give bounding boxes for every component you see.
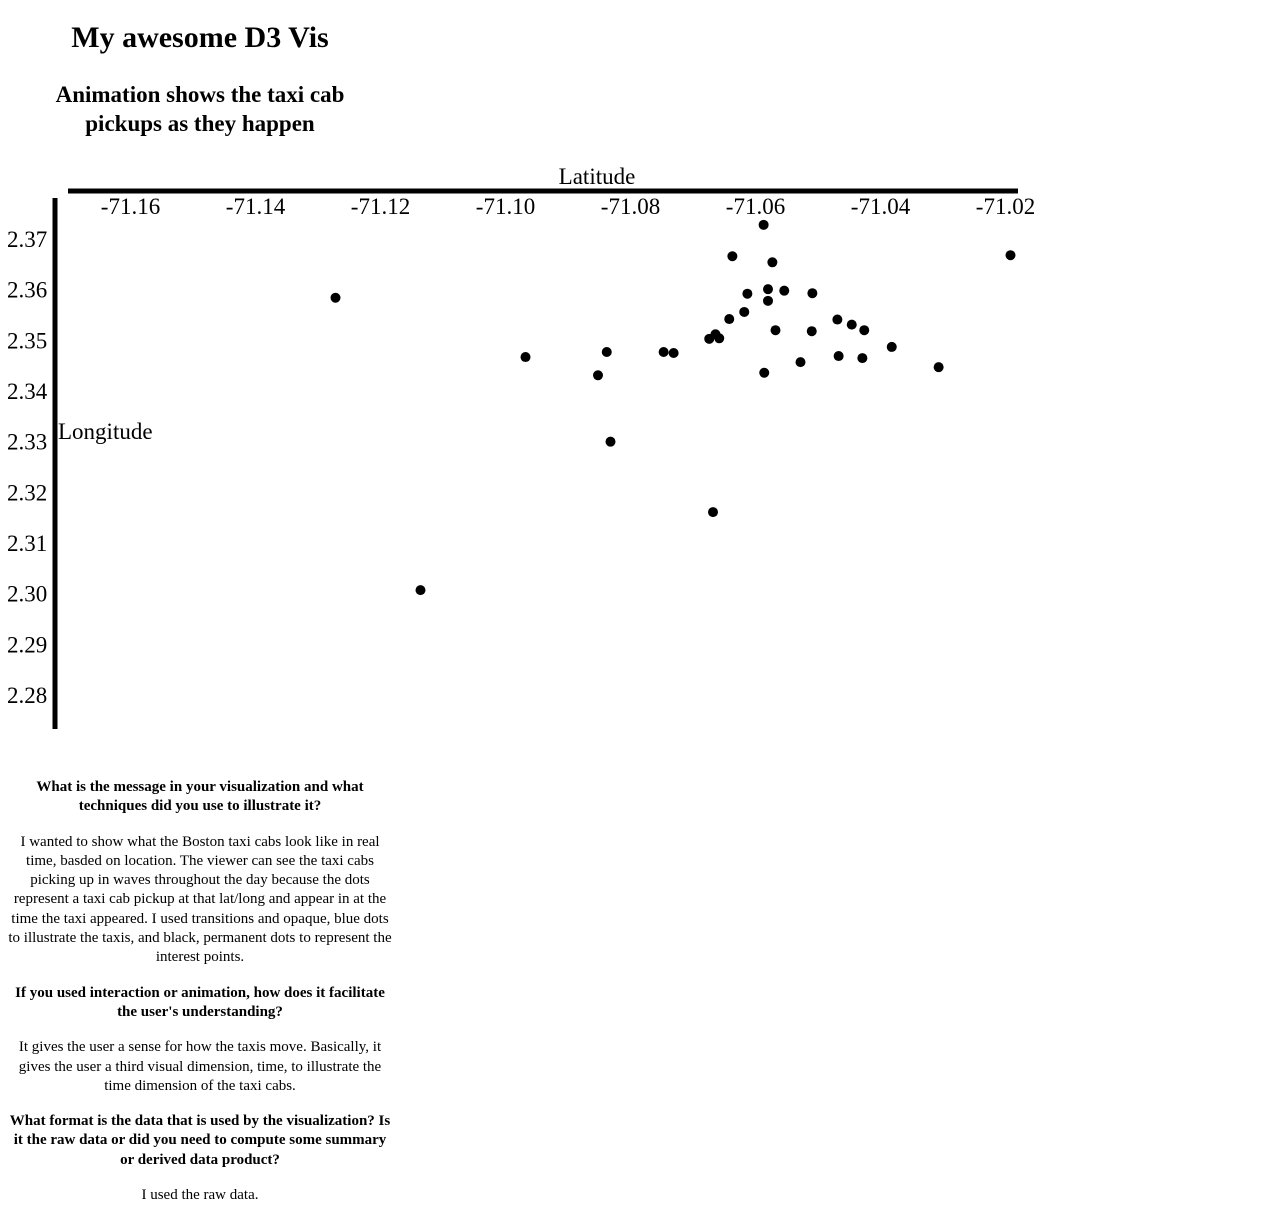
taxi-pickup-point [859,325,870,336]
y-tick-label: 2.29 [7,632,47,657]
x-tick-label: -71.08 [601,194,660,219]
y-tick-label: 2.33 [7,430,47,455]
x-tick-label: -71.14 [226,194,286,219]
writeup-section: What is the message in your visualizatio… [6,778,394,1221]
taxi-pickup-point [767,257,778,268]
x-tick-label: -71.10 [476,194,535,219]
x-tick-label: -71.06 [726,194,785,219]
taxi-pickup-point [806,326,817,337]
taxi-pickup-point [739,306,750,317]
y-tick-label: 2.30 [7,582,47,607]
taxi-pickup-point [933,362,944,373]
taxi-pickup-point [758,219,769,230]
taxi-pickup-point [601,346,612,357]
y-tick-label: 2.34 [7,379,48,404]
taxi-pickup-point [714,333,725,344]
taxi-pickup-point [857,353,868,364]
y-tick-labels: 2.37 2.36 2.35 2.34 2.33 2.32 2.31 2.30 2.29 2.28 [7,227,48,708]
taxi-pickup-point [832,314,843,325]
question-3: What format is the data that is used by … [9,1113,391,1168]
y-tick-label: 2.32 [7,480,47,505]
page-subtitle: Animation shows the taxi cab pickups as … [20,80,380,138]
taxi-pickup-point [886,341,897,352]
taxi-pickup-point [807,288,818,299]
question-2: If you used interaction or animation, ho… [15,984,385,1020]
x-tick-label: -71.04 [851,194,911,219]
taxi-pickup-point [779,285,790,296]
taxi-pickup-point [846,319,857,330]
taxi-pickup-point [415,585,426,596]
data-points [330,219,1016,596]
taxi-pickup-point [658,346,669,357]
page-title: My awesome D3 Vis [71,21,329,54]
subtitle-line-1: Animation shows the taxi cab [55,82,345,107]
question-1: What is the message in your visualizatio… [36,779,364,815]
taxi-pickup-point [520,352,531,363]
x-tick-label: -71.12 [351,194,410,219]
taxi-pickup-point [763,284,773,295]
answer-3: I used the raw data. [141,1187,259,1204]
taxi-pickup-point [795,357,806,368]
y-tick-label: 2.35 [7,328,47,353]
y-tick-label: 2.36 [7,278,47,303]
taxi-pickup-point [593,370,603,381]
taxi-pickup-point [770,325,781,336]
y-tick-label: 2.31 [7,531,47,556]
taxi-pickup-point [605,436,616,447]
taxi-pickup-point [742,288,753,299]
answer-1: I wanted to show what the Boston taxi ca… [8,833,392,966]
answer-2: It gives the user a sense for how the ta… [18,1039,382,1094]
x-axis-label: Latitude [559,164,636,189]
x-tick-label: -71.02 [976,194,1035,219]
taxi-pickup-point [1005,250,1016,261]
taxi-pickup-point [668,348,679,358]
x-tick-label: -71.16 [101,194,160,219]
taxi-pickup-point [763,295,773,306]
taxi-pickup-point [759,367,770,378]
taxi-pickup-point [330,292,341,303]
taxi-pickup-point [727,251,738,262]
y-tick-label: 2.37 [7,227,47,252]
taxi-pickup-point [724,314,735,325]
taxi-pickup-point [833,351,844,362]
x-tick-labels: -71.16 -71.14 -71.12 -71.10 -71.08 -71.06 -71.… [101,194,1035,219]
y-axis-label: Longitude [58,419,153,444]
scatter-chart: Latitude -71.16 -71.14 -71.12 -71.10 -71.08-… [7,164,1035,729]
subtitle-line-2: pickups as they happen [85,111,315,136]
y-tick-label: 2.28 [7,683,47,708]
taxi-pickup-point [708,507,718,518]
